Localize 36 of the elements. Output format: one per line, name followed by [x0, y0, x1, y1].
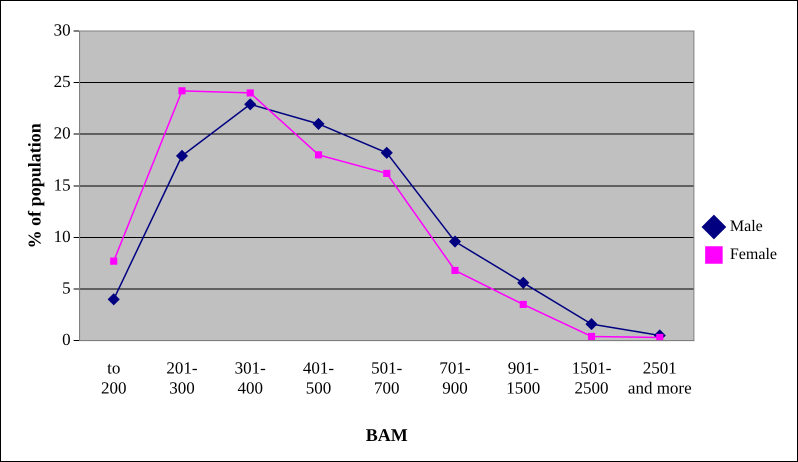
x-tick-label: 1501-2500	[572, 358, 612, 398]
y-tick-label: 0	[62, 330, 71, 350]
point	[588, 332, 596, 340]
point	[451, 266, 459, 274]
point	[178, 87, 186, 94]
legend-label: Male	[730, 218, 763, 236]
x-axis-title: BAM	[366, 424, 408, 445]
point	[244, 98, 256, 110]
x-tick-label: 301-400	[234, 358, 266, 398]
point	[176, 150, 188, 162]
point	[110, 258, 118, 265]
point	[312, 118, 324, 130]
x-tick-label: 501-700	[371, 358, 403, 398]
x-tick-label: 701-900	[439, 358, 471, 398]
point	[586, 318, 598, 330]
x-tick-label: 901-1500	[506, 358, 540, 398]
point	[108, 294, 120, 306]
x-tick-label: 201-300	[166, 358, 198, 398]
y-tick-label: 15	[54, 175, 71, 194]
y-tick-label: 20	[54, 124, 71, 143]
legend-label: Female	[730, 246, 777, 264]
point	[381, 147, 393, 159]
y-tick-label: 25	[54, 72, 71, 92]
point	[520, 300, 527, 308]
y-tick-label: 10	[54, 226, 71, 246]
y-axis-title: % of population	[24, 123, 44, 248]
point	[518, 277, 530, 289]
x-tick-label: to 200	[100, 358, 126, 398]
x-tick-label: 2501 and more	[628, 358, 692, 398]
point	[314, 151, 322, 158]
x-tick-label: 401-500	[302, 358, 334, 398]
point	[383, 170, 390, 177]
point	[449, 236, 461, 248]
y-tick-label: 30	[54, 20, 71, 40]
point	[246, 89, 254, 96]
y-tick-label: 5	[62, 278, 71, 298]
